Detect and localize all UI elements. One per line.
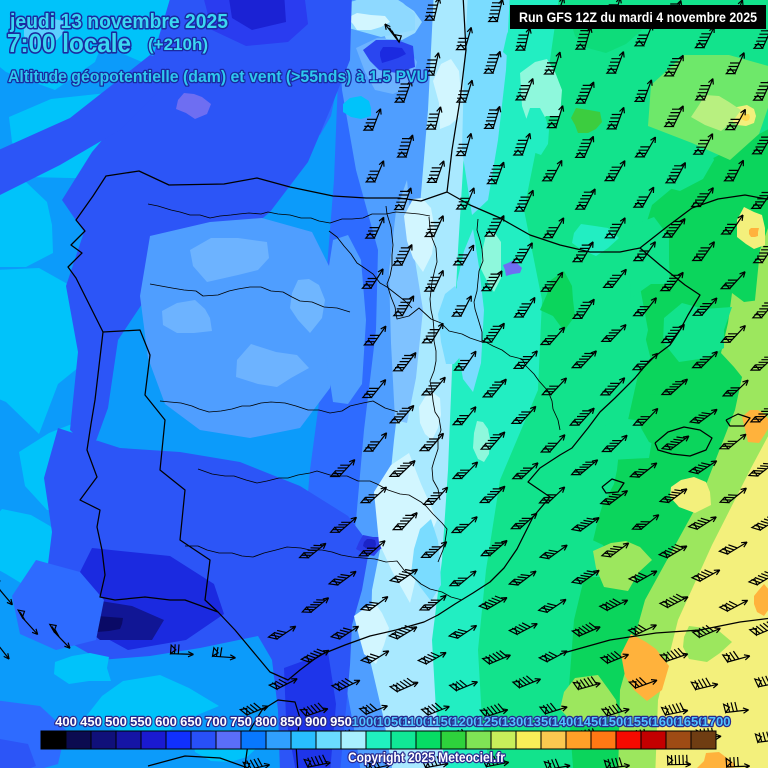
svg-text:1450: 1450: [577, 714, 606, 729]
svg-text:550: 550: [130, 714, 152, 729]
svg-text:jeudi 13 novembre 2025: jeudi 13 novembre 2025: [9, 10, 228, 33]
svg-text:600: 600: [155, 714, 177, 729]
svg-text:Altitude géopotentielle (dam): Altitude géopotentielle (dam) et vent (>…: [8, 68, 428, 86]
svg-text:1550: 1550: [627, 714, 656, 729]
svg-text:(+210h): (+210h): [148, 36, 208, 54]
svg-text:Run GFS 12Z du mardi 4 novembr: Run GFS 12Z du mardi 4 novembre 2025: [519, 10, 757, 25]
svg-text:1200: 1200: [452, 714, 481, 729]
svg-text:1700: 1700: [702, 714, 731, 729]
svg-text:Copyright 2025 Meteociel.fr: Copyright 2025 Meteociel.fr: [348, 750, 506, 765]
svg-text:1150: 1150: [427, 714, 455, 729]
svg-text:1250: 1250: [477, 714, 506, 729]
svg-text:450: 450: [80, 714, 102, 729]
svg-text:1400: 1400: [552, 714, 581, 729]
svg-text:800: 800: [255, 714, 277, 729]
svg-text:7:00 locale: 7:00 locale: [7, 28, 131, 58]
svg-text:650: 650: [180, 714, 202, 729]
svg-text:400: 400: [55, 714, 77, 729]
svg-text:950: 950: [330, 714, 352, 729]
svg-text:700: 700: [205, 714, 227, 729]
svg-text:900: 900: [305, 714, 327, 729]
svg-text:1600: 1600: [652, 714, 681, 729]
svg-text:750: 750: [230, 714, 252, 729]
svg-text:1300: 1300: [502, 714, 531, 729]
svg-text:850: 850: [280, 714, 302, 729]
svg-text:1350: 1350: [527, 714, 556, 729]
svg-text:1500: 1500: [602, 714, 631, 729]
svg-text:1050: 1050: [377, 714, 406, 729]
svg-text:1650: 1650: [677, 714, 706, 729]
svg-text:500: 500: [105, 714, 127, 729]
svg-text:1000: 1000: [352, 714, 381, 729]
svg-text:1100: 1100: [402, 714, 430, 729]
